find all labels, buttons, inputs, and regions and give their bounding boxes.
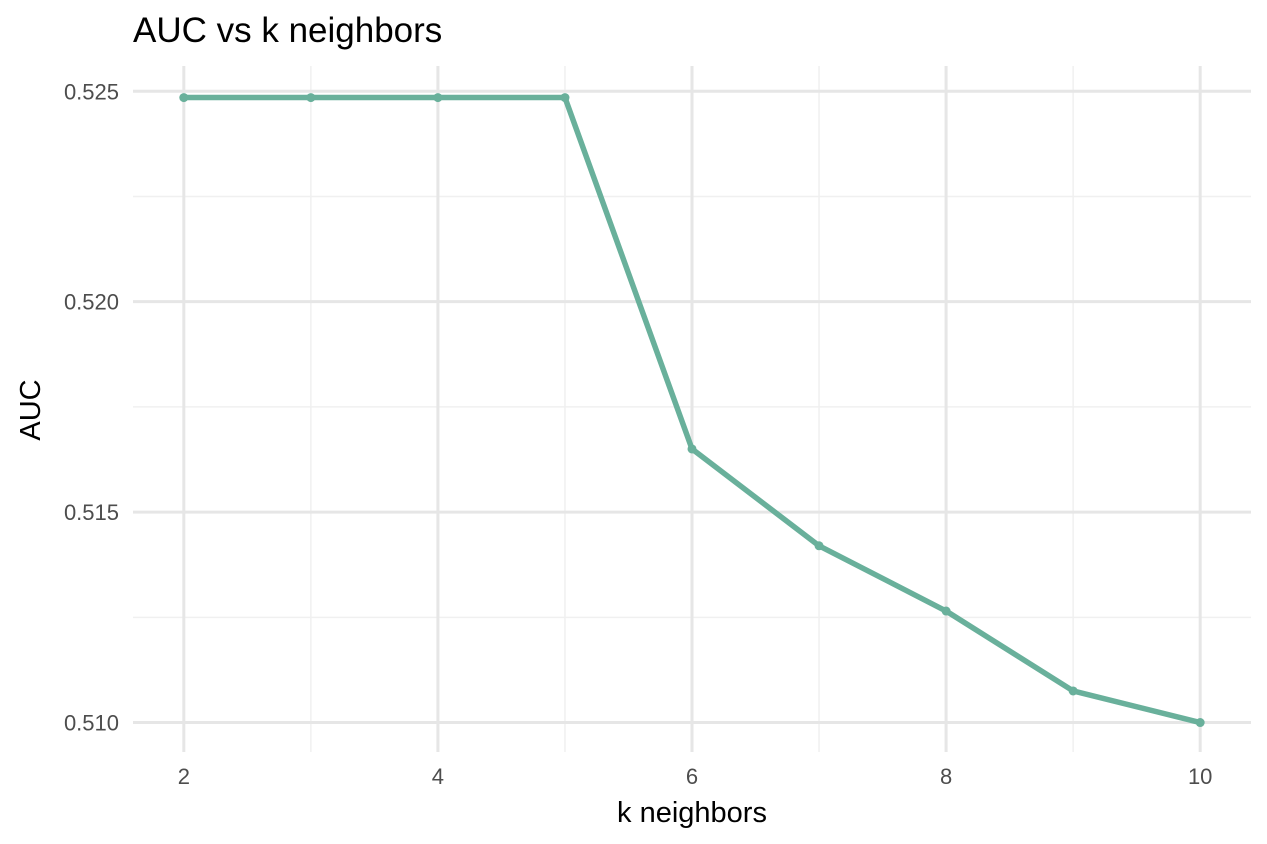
- x-tick-label: 2: [178, 764, 190, 789]
- data-point: [1195, 718, 1205, 728]
- chart-title: AUC vs k neighbors: [133, 11, 442, 50]
- y-tick-label: 0.515: [64, 500, 119, 525]
- x-tick-label: 10: [1188, 764, 1212, 789]
- y-tick-label: 0.520: [64, 290, 119, 315]
- y-axis-title: AUC: [15, 379, 47, 440]
- grid-major: [133, 66, 1251, 752]
- x-axis-title: k neighbors: [617, 797, 767, 829]
- data-point: [941, 606, 951, 616]
- series-layer: [179, 93, 1205, 728]
- data-point: [814, 541, 824, 551]
- x-tick-label: 4: [432, 764, 444, 789]
- data-point: [179, 93, 189, 103]
- data-point: [560, 93, 570, 103]
- y-tick-label: 0.510: [64, 711, 119, 736]
- data-point: [433, 93, 443, 103]
- x-tick-label: 6: [686, 764, 698, 789]
- data-point: [687, 444, 697, 454]
- data-point: [306, 93, 316, 103]
- x-tick-label: 8: [940, 764, 952, 789]
- tick-labels: 0.510 0.515 0.520 0.525 2 4 6 8 10: [64, 79, 1212, 789]
- y-tick-label: 0.525: [64, 79, 119, 104]
- data-point: [1068, 686, 1078, 696]
